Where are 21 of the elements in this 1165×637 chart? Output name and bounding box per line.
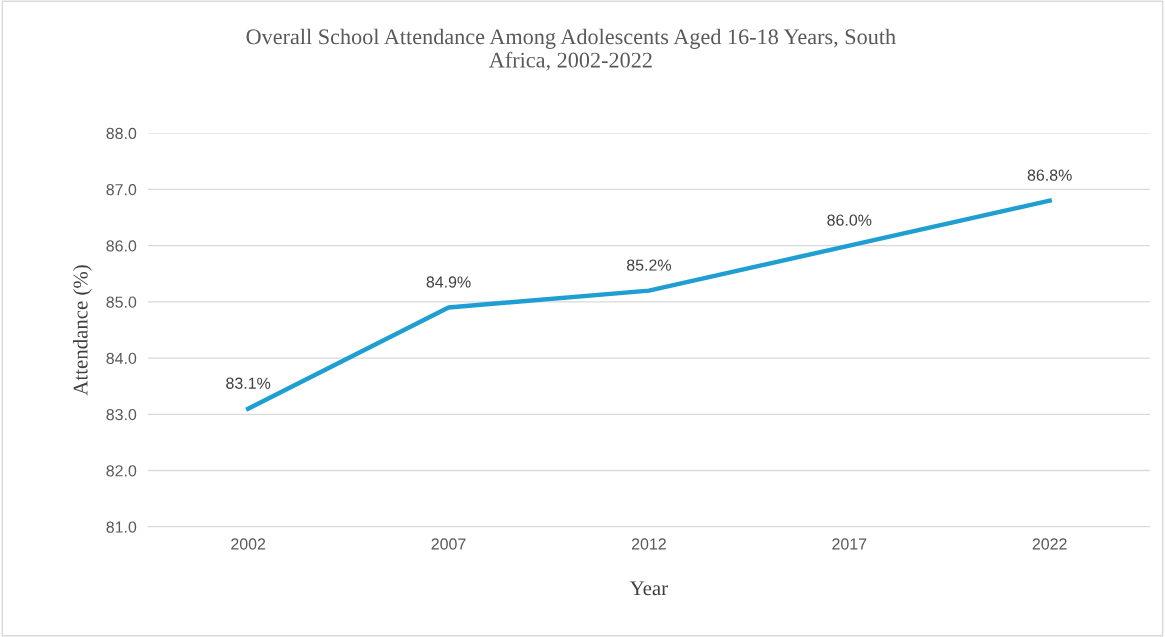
data-label: 86.8% (1027, 169, 1072, 181)
chart-title: Overall School Attendance Among Adolescents Aged 16-18 Years, South Africa, 2002-2022 (246, 28, 896, 71)
y-tick-label: 85.0 (106, 296, 137, 308)
x-tick-label: 2007 (431, 538, 466, 550)
y-tick-label: 88.0 (106, 127, 137, 140)
y-tick-label: 84.0 (106, 352, 137, 365)
data-label: 85.2% (626, 259, 671, 271)
data-label: 86.0% (827, 214, 872, 226)
x-axis-title: Year (629, 581, 668, 596)
x-tick-label: 2022 (1032, 538, 1067, 550)
x-tick-label: 2012 (631, 538, 666, 550)
x-tick-label: 2002 (231, 538, 266, 550)
y-tick-label: 82.0 (106, 465, 137, 477)
y-tick-label: 87.0 (106, 184, 137, 196)
data-label: 84.9% (426, 276, 471, 288)
y-tick-label: 81.0 (106, 521, 137, 533)
y-tick-label: 83.0 (106, 408, 137, 421)
y-axis-title: Attendance (%) (72, 265, 92, 396)
x-tick-label: 2017 (832, 538, 867, 550)
data-label: 83.1% (226, 377, 271, 389)
y-tick-label: 86.0 (106, 240, 137, 252)
